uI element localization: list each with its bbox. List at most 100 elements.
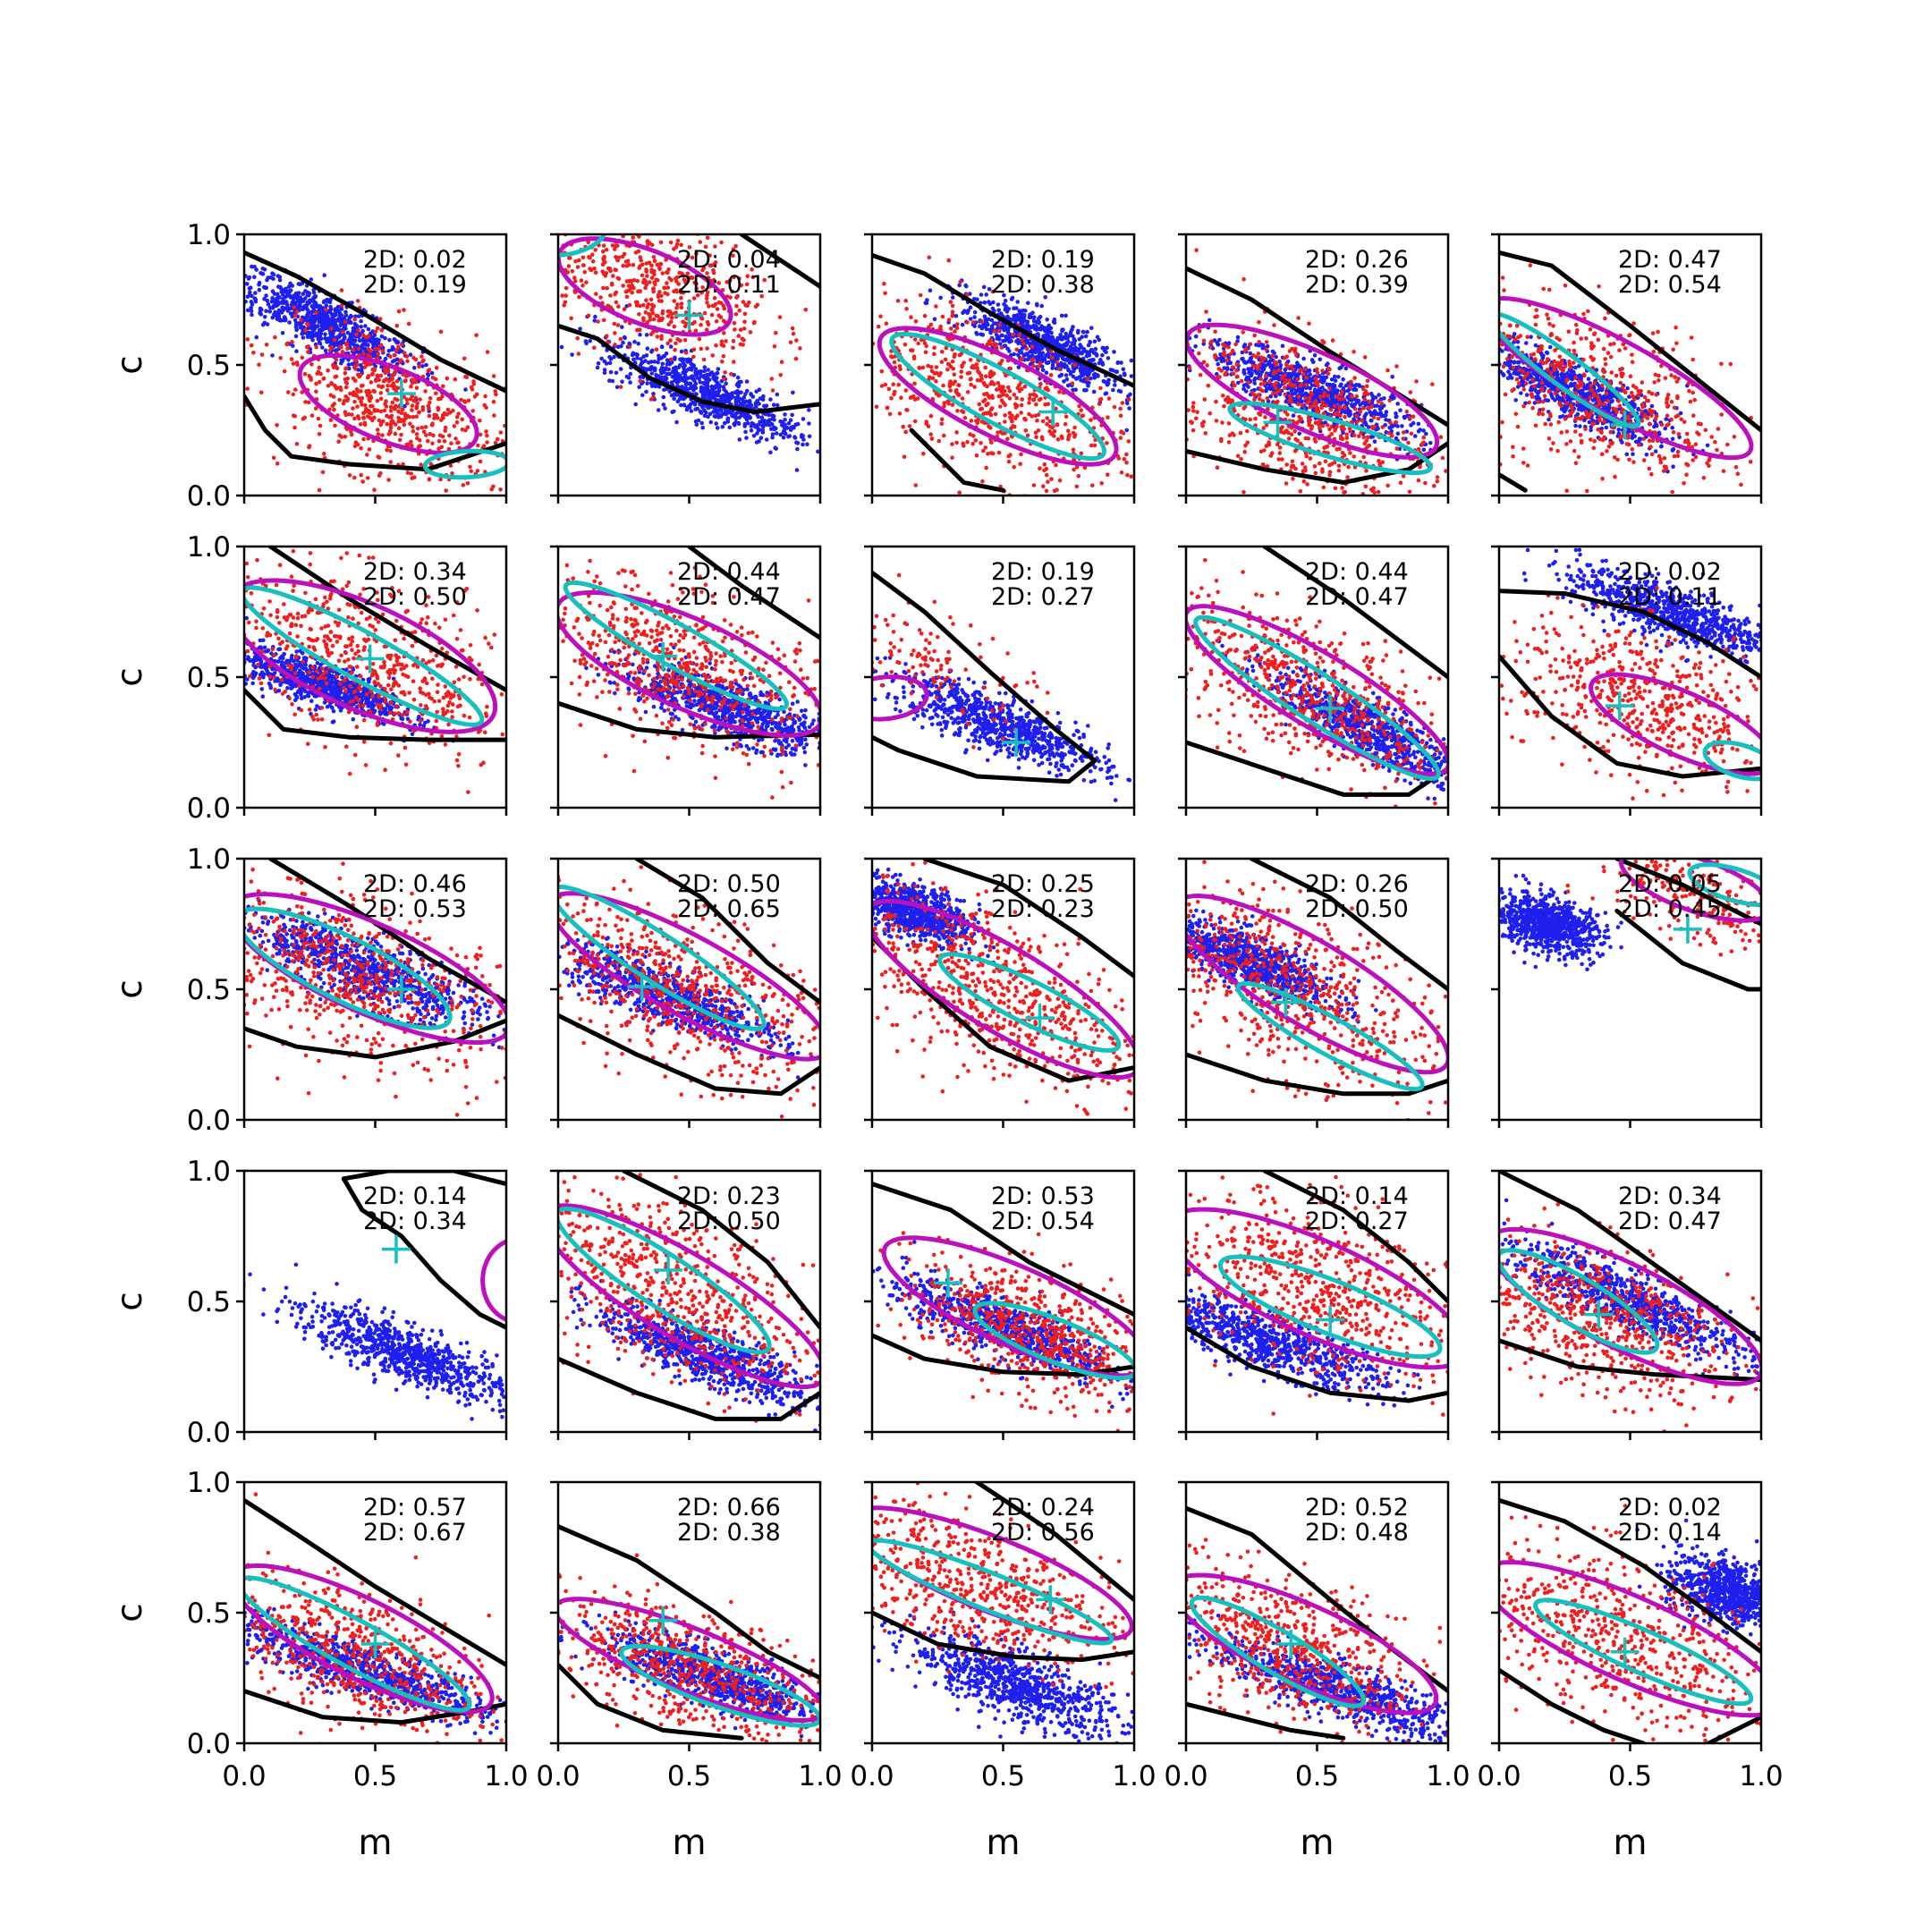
blue-point: [996, 302, 1001, 307]
blue-point: [1096, 374, 1100, 378]
red-point: [610, 283, 614, 287]
red-point: [932, 352, 936, 357]
red-point: [1015, 413, 1020, 419]
blue-point: [1063, 331, 1069, 336]
blue-point: [1045, 318, 1049, 322]
red-point: [1090, 483, 1095, 487]
red-point: [282, 369, 287, 374]
red-point: [602, 271, 606, 276]
red-point: [988, 412, 994, 418]
blue-point: [272, 292, 277, 296]
red-point: [489, 487, 494, 492]
blue-point: [1046, 352, 1050, 358]
red-point: [976, 369, 980, 374]
red-point: [939, 360, 945, 365]
blue-point: [749, 392, 753, 396]
blue-point: [938, 295, 943, 301]
red-point: [464, 375, 470, 380]
blue-point: [1503, 461, 1507, 465]
red-point: [512, 217, 516, 222]
red-point: [860, 388, 864, 393]
red-point: [513, 255, 517, 259]
blue-point: [280, 305, 285, 310]
red-point: [729, 371, 733, 377]
red-point: [659, 334, 664, 339]
blue-point: [277, 295, 282, 300]
blue-point: [288, 306, 293, 311]
red-point: [275, 423, 279, 428]
red-point: [1021, 342, 1026, 346]
blue-point: [960, 322, 965, 327]
red-point: [547, 308, 551, 312]
blue-point: [658, 376, 663, 381]
blue-point: [265, 322, 270, 326]
red-point: [418, 444, 423, 448]
blue-point: [741, 394, 747, 400]
blue-point: [1020, 346, 1025, 351]
red-point: [554, 292, 558, 297]
red-point: [672, 324, 677, 329]
red-point: [794, 338, 799, 343]
red-point: [956, 383, 961, 387]
red-point: [524, 280, 529, 284]
red-point: [513, 242, 517, 246]
red-point: [960, 364, 964, 369]
plot-area: [860, 252, 1146, 496]
red-point: [622, 307, 627, 312]
red-point: [965, 390, 970, 394]
blue-point: [377, 338, 382, 343]
red-point: [951, 381, 955, 386]
blue-point: [292, 318, 298, 323]
red-point: [392, 386, 396, 391]
red-point: [913, 483, 919, 487]
red-point: [1003, 413, 1007, 418]
red-point: [652, 258, 657, 264]
red-point: [398, 418, 402, 422]
blue-point: [370, 329, 375, 334]
red-point: [476, 443, 480, 448]
blue-point: [1049, 330, 1054, 335]
red-point: [1030, 344, 1035, 350]
red-point: [337, 397, 342, 402]
red-point: [336, 439, 342, 445]
red-point: [613, 343, 617, 347]
blue-point: [372, 333, 377, 338]
red-point: [434, 413, 439, 418]
red-point: [423, 389, 428, 394]
red-point: [713, 244, 717, 249]
red-point: [517, 272, 521, 276]
blue-point: [1352, 417, 1356, 422]
red-point: [623, 259, 629, 264]
blue-point: [206, 296, 210, 301]
blue-point: [1036, 332, 1040, 336]
blue-point: [639, 357, 643, 361]
blue-point: [245, 308, 250, 313]
blue-point: [1379, 412, 1384, 417]
blue-point: [228, 292, 233, 297]
red-point: [292, 425, 297, 430]
red-point: [716, 281, 721, 285]
red-point: [1006, 385, 1011, 390]
red-point: [981, 448, 986, 453]
red-point: [940, 314, 945, 319]
red-point: [770, 388, 775, 393]
red-point: [939, 417, 945, 422]
blue-point: [618, 367, 623, 371]
blue-point: [1038, 327, 1043, 332]
blue-point: [1141, 398, 1146, 402]
red-point: [1098, 396, 1104, 402]
red-point: [710, 353, 716, 358]
red-point: [395, 386, 401, 390]
blue-point: [227, 275, 232, 280]
red-point: [679, 242, 683, 248]
blue-point: [1242, 360, 1248, 365]
red-point: [1020, 337, 1025, 343]
blue-point: [638, 332, 642, 337]
blue-point: [1043, 295, 1047, 300]
red-point: [614, 290, 619, 295]
red-point: [273, 335, 277, 340]
blue-point: [758, 436, 764, 440]
red-point: [917, 366, 922, 370]
red-point: [722, 331, 726, 335]
blue-point: [1280, 343, 1285, 349]
